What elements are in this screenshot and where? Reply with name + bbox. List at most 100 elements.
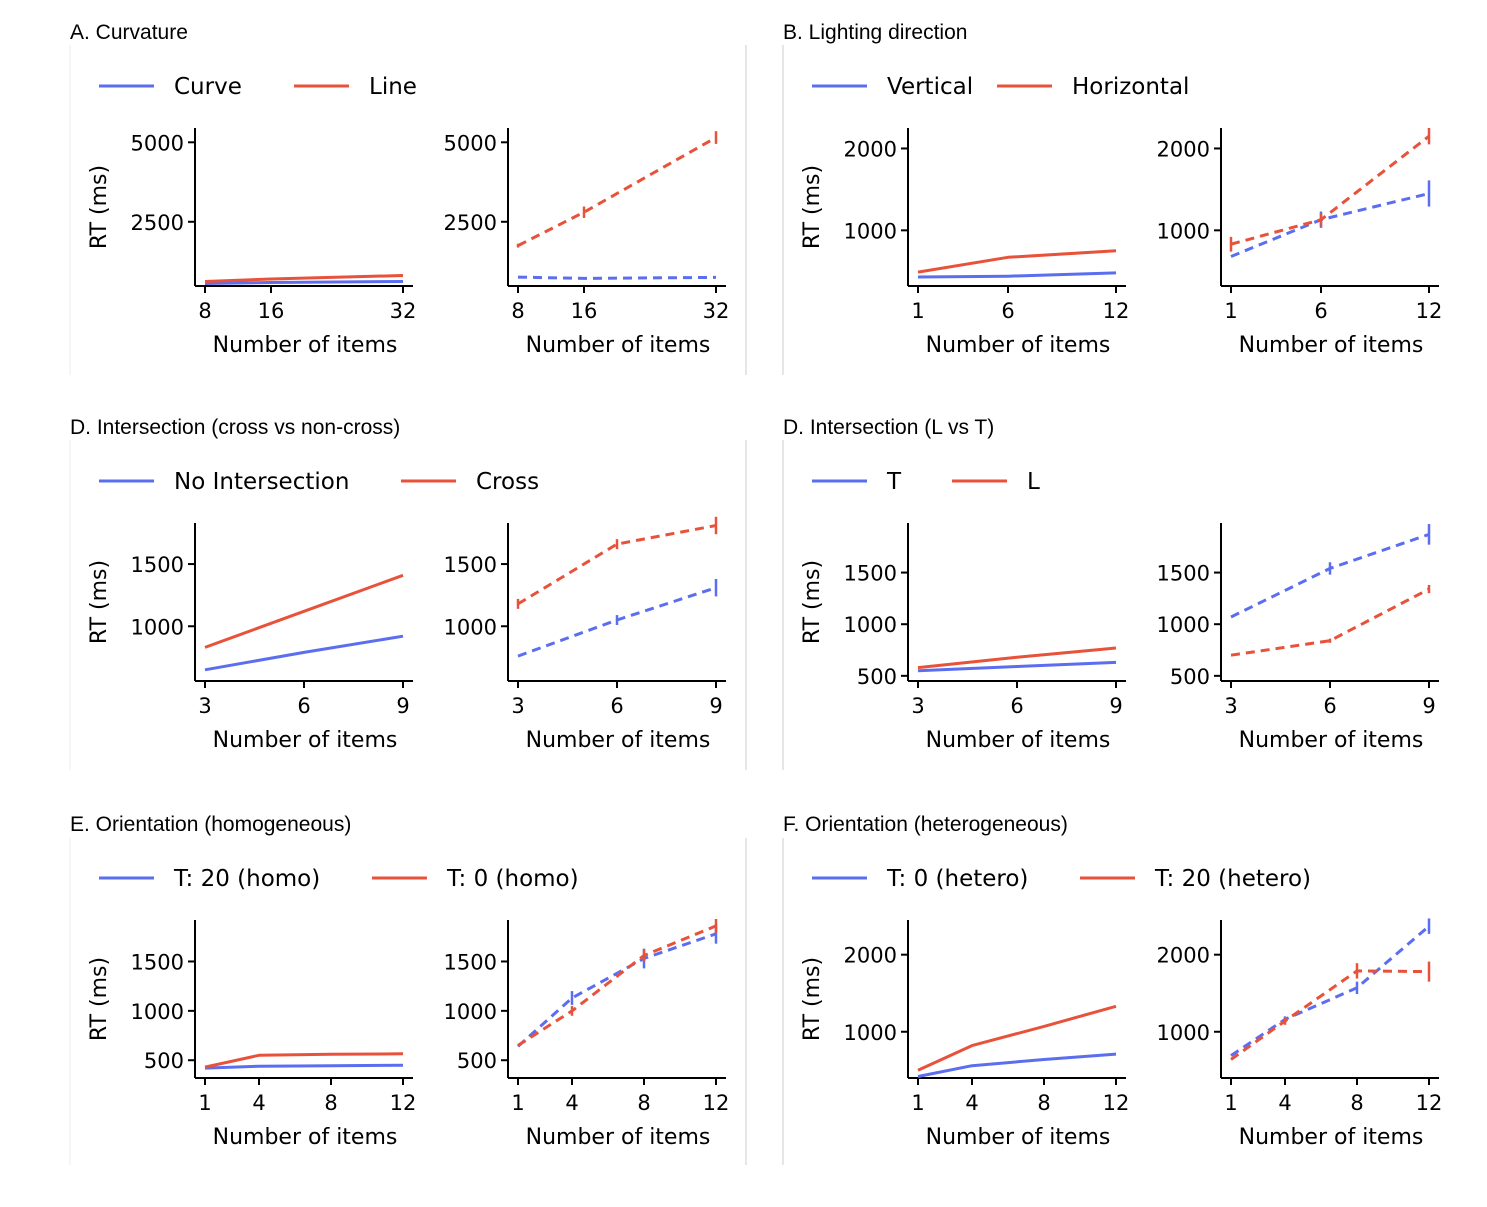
legend-label: T: 20 (homo) (173, 866, 320, 892)
y-tick-label: 500 (857, 665, 897, 689)
x-tick-label: 8 (511, 299, 524, 323)
subplot-dashed: 1000 2000 1 4 8 12 Number of items (1157, 918, 1442, 1150)
x-tick-label: 9 (1422, 694, 1435, 718)
x-tick-label: 3 (911, 694, 924, 718)
y-tick-label: 1000 (844, 219, 897, 243)
x-tick-label: 6 (1314, 299, 1327, 323)
series-line (204, 1052, 404, 1069)
y-tick-label: 2500 (444, 211, 497, 235)
y-axis-label: RT (ms) (87, 957, 112, 1041)
panel-4: E. Orientation (homogeneous) T: 20 (homo)… (70, 813, 729, 1150)
y-tick-label: 500 (144, 1049, 184, 1073)
legend-label: Vertical (887, 74, 973, 100)
x-axis-label: Number of items (213, 333, 398, 358)
y-tick-label: 2000 (1157, 944, 1210, 968)
panel-1: B. Lighting direction Vertical Horizontal 1… (783, 21, 1442, 358)
x-tick-label: 8 (1350, 1091, 1363, 1115)
series-line (204, 573, 404, 649)
panel-0: A. Curvature Curve Line 2500 5000 8 16 32 Number… (70, 21, 729, 358)
panel-title: B. Lighting direction (783, 21, 967, 44)
x-axis-label: Number of items (213, 1125, 398, 1150)
x-axis-label: Number of items (1239, 333, 1424, 358)
x-axis-label: Number of items (526, 728, 711, 753)
y-tick-label: 1000 (844, 1021, 897, 1045)
x-tick-label: 3 (198, 694, 211, 718)
y-tick-label: 500 (1170, 665, 1210, 689)
y-tick-label: 1000 (844, 613, 897, 637)
x-tick-label: 1 (911, 1091, 924, 1115)
legend-label: Horizontal (1072, 74, 1189, 100)
legend-label: No Intersection (174, 469, 349, 495)
y-tick-label: 1500 (131, 553, 184, 577)
x-tick-label: 9 (709, 694, 722, 718)
subplot-solid: 1000 2000 1 6 12 Number of items RT (ms) (800, 128, 1129, 358)
y-tick-label: 1000 (1157, 613, 1210, 637)
y-tick-label: 1500 (444, 553, 497, 577)
panel-3: D. Intersection (L vs T) T L 500 1000 1500 3 6 9… (783, 416, 1439, 753)
x-axis-label: Number of items (213, 728, 398, 753)
panel-title: A. Curvature (70, 21, 188, 44)
x-tick-label: 9 (1109, 694, 1122, 718)
x-tick-label: 6 (610, 694, 623, 718)
series-line (517, 924, 717, 1047)
panel-title: D. Intersection (L vs T) (783, 416, 994, 439)
legend-label: Cross (476, 469, 539, 495)
x-tick-label: 1 (1224, 1091, 1237, 1115)
series-line (1230, 969, 1430, 1061)
legend-label: T: 20 (hetero) (1154, 866, 1311, 892)
series-line (517, 275, 717, 280)
x-tick-label: 4 (252, 1091, 265, 1115)
series-line (204, 634, 404, 672)
y-tick-label: 1000 (1157, 219, 1210, 243)
subplot-solid: 500 1000 1500 3 6 9 Number of items RT (ms) (800, 523, 1126, 753)
subplot-solid: 1000 1500 3 6 9 Number of items RT (ms) (87, 523, 413, 753)
x-tick-label: 12 (1103, 299, 1130, 323)
legend-label: T (886, 469, 902, 495)
x-tick-label: 32 (390, 299, 417, 323)
x-tick-label: 8 (324, 1091, 337, 1115)
subplot-dashed: 500 1000 1500 1 4 8 12 Number of items (444, 919, 729, 1150)
y-axis-label: RT (ms) (800, 957, 825, 1041)
x-tick-label: 3 (511, 694, 524, 718)
panel-title: E. Orientation (homogeneous) (70, 813, 351, 836)
x-tick-label: 12 (1416, 299, 1443, 323)
y-tick-label: 1500 (844, 562, 897, 586)
y-tick-label: 500 (457, 1049, 497, 1073)
x-axis-label: Number of items (926, 728, 1111, 753)
series-line (917, 660, 1117, 673)
x-tick-label: 4 (565, 1091, 578, 1115)
x-tick-label: 3 (1224, 694, 1237, 718)
x-tick-label: 1 (911, 299, 924, 323)
y-axis-label: RT (ms) (800, 165, 825, 249)
x-tick-label: 6 (1001, 299, 1014, 323)
legend-label: Line (369, 74, 417, 100)
subplot-dashed: 1000 1500 3 6 9 Number of items (444, 516, 726, 753)
x-tick-label: 9 (396, 694, 409, 718)
subplot-solid: 1000 2000 1 4 8 12 Number of items RT (ms) (800, 920, 1129, 1150)
legend-label: Curve (174, 74, 242, 100)
y-tick-label: 2000 (1157, 137, 1210, 161)
y-tick-label: 2000 (844, 944, 897, 968)
y-axis-label: RT (ms) (87, 165, 112, 249)
y-tick-label: 1000 (131, 1000, 184, 1024)
series-line (1230, 587, 1430, 657)
series-line (917, 646, 1117, 670)
series-line (1230, 135, 1430, 246)
x-axis-label: Number of items (526, 333, 711, 358)
subplot-dashed: 2500 5000 8 16 32 Number of items (444, 128, 729, 358)
series-line (917, 271, 1117, 279)
x-tick-label: 16 (571, 299, 598, 323)
y-tick-label: 1000 (131, 615, 184, 639)
y-tick-label: 5000 (131, 131, 184, 155)
x-axis-label: Number of items (526, 1125, 711, 1150)
y-tick-label: 1000 (444, 615, 497, 639)
x-tick-label: 12 (390, 1091, 417, 1115)
y-tick-label: 1500 (131, 950, 184, 974)
x-tick-label: 6 (1323, 694, 1336, 718)
series-line (1230, 532, 1430, 619)
panel-5: F. Orientation (heterogeneous) T: 0 (hete… (783, 813, 1442, 1150)
x-tick-label: 1 (198, 1091, 211, 1115)
x-axis-label: Number of items (926, 333, 1111, 358)
subplot-dashed: 1000 2000 1 6 12 Number of items (1157, 128, 1443, 358)
